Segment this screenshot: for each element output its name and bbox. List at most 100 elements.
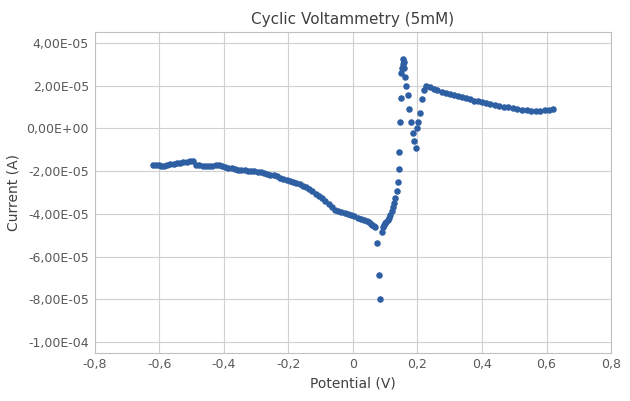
- Point: [262, 170, 272, 177]
- Point: [372, 239, 382, 246]
- Point: [317, 195, 327, 202]
- Point: [481, 100, 491, 106]
- Point: [233, 166, 243, 173]
- Point: [378, 223, 388, 230]
- Title: Cyclic Voltammetry (5mM): Cyclic Voltammetry (5mM): [251, 12, 454, 27]
- Point: [413, 119, 423, 125]
- Point: [294, 181, 304, 188]
- Point: [195, 162, 205, 168]
- Point: [282, 176, 292, 183]
- Point: [394, 149, 404, 155]
- Point: [217, 162, 227, 169]
- X-axis label: Potential (V): Potential (V): [310, 377, 396, 391]
- Point: [151, 162, 161, 168]
- Point: [162, 162, 172, 168]
- Point: [239, 167, 249, 174]
- Point: [453, 93, 463, 99]
- Point: [512, 106, 522, 112]
- Point: [419, 87, 429, 93]
- Point: [253, 168, 263, 175]
- Point: [472, 98, 483, 105]
- Point: [441, 89, 451, 96]
- Point: [401, 74, 411, 80]
- Point: [304, 186, 314, 192]
- Point: [320, 198, 330, 205]
- Point: [147, 162, 158, 168]
- Point: [356, 215, 366, 222]
- Point: [425, 83, 435, 90]
- Point: [530, 107, 541, 114]
- Point: [465, 96, 475, 103]
- Point: [411, 125, 421, 132]
- Point: [382, 217, 392, 223]
- Point: [517, 107, 527, 113]
- Point: [156, 163, 166, 170]
- Point: [359, 217, 369, 223]
- Point: [548, 106, 558, 112]
- Point: [256, 169, 266, 175]
- Point: [411, 144, 421, 151]
- Point: [375, 296, 386, 303]
- Point: [499, 103, 509, 110]
- Point: [207, 162, 217, 169]
- Point: [377, 229, 387, 235]
- Point: [298, 182, 308, 189]
- Point: [169, 160, 179, 167]
- Point: [401, 82, 411, 89]
- Point: [350, 213, 360, 220]
- Point: [210, 162, 220, 168]
- Point: [365, 221, 375, 227]
- Point: [236, 167, 246, 173]
- Point: [227, 165, 237, 172]
- Point: [469, 97, 479, 104]
- Point: [397, 65, 407, 72]
- Point: [370, 223, 381, 230]
- Point: [508, 105, 518, 111]
- Point: [490, 101, 500, 108]
- Point: [268, 172, 278, 178]
- Point: [259, 170, 269, 176]
- Point: [394, 166, 404, 172]
- Point: [198, 162, 208, 169]
- Point: [432, 87, 442, 93]
- Point: [399, 65, 410, 72]
- Point: [220, 164, 231, 170]
- Point: [191, 162, 201, 168]
- Point: [437, 88, 447, 95]
- Point: [288, 178, 298, 185]
- Point: [416, 96, 427, 103]
- Point: [526, 107, 536, 114]
- Point: [415, 110, 425, 117]
- Point: [324, 201, 334, 208]
- Point: [503, 104, 513, 111]
- Point: [367, 222, 377, 228]
- Point: [387, 208, 397, 215]
- Point: [353, 214, 363, 221]
- Point: [385, 212, 395, 218]
- Point: [364, 219, 374, 226]
- Point: [544, 107, 554, 113]
- Point: [246, 168, 256, 174]
- Point: [477, 99, 487, 105]
- Point: [539, 107, 549, 113]
- Point: [278, 175, 289, 182]
- Point: [362, 218, 372, 225]
- Point: [204, 163, 214, 169]
- Point: [428, 85, 438, 92]
- Point: [380, 220, 390, 227]
- Point: [336, 209, 346, 216]
- Point: [381, 219, 391, 225]
- Point: [159, 162, 169, 169]
- Point: [201, 163, 211, 170]
- Point: [393, 178, 403, 185]
- Point: [230, 166, 240, 172]
- Point: [333, 208, 343, 215]
- Point: [188, 158, 198, 164]
- Point: [224, 165, 234, 171]
- Point: [389, 200, 399, 207]
- Point: [409, 138, 419, 144]
- Point: [291, 180, 301, 186]
- Point: [399, 59, 409, 65]
- Point: [214, 162, 224, 168]
- Point: [178, 159, 188, 166]
